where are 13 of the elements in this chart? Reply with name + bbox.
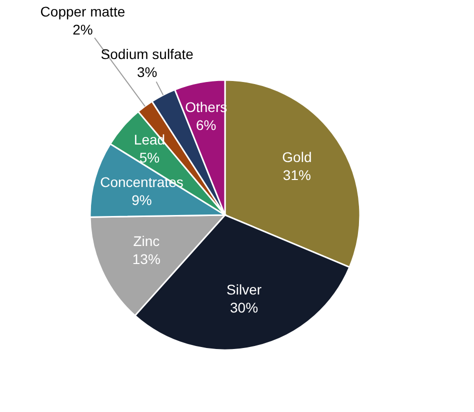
data-label: 5%: [139, 150, 160, 166]
data-label: 30%: [230, 299, 258, 316]
data-label: 9%: [132, 192, 152, 208]
data-label: 3%: [136, 64, 158, 80]
data-label: 31%: [282, 167, 311, 184]
slice-label: Silver: [226, 281, 262, 298]
slice-label: Sodium sulfate: [100, 46, 194, 62]
slice-label: Gold: [282, 149, 312, 166]
data-label: 6%: [196, 116, 216, 133]
slice-label: Copper matte: [40, 4, 126, 20]
data-label: 2%: [72, 22, 93, 38]
data-label: 13%: [132, 250, 160, 267]
slice-label: Zinc: [133, 232, 160, 249]
